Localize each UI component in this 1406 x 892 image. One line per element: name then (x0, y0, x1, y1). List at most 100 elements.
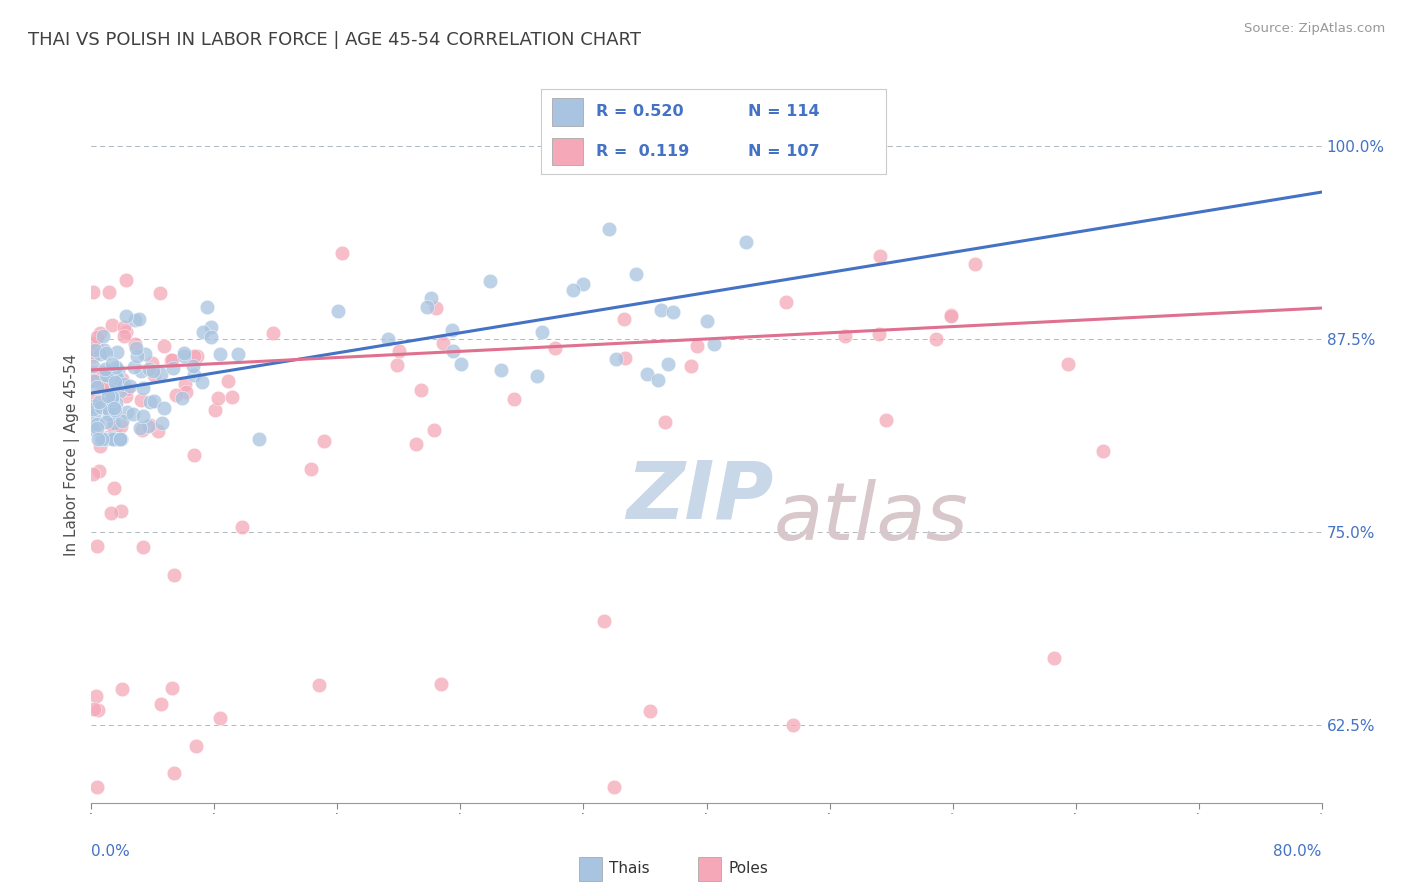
Point (101, 357, 124, 371)
Point (98, 364, 121, 378)
Point (112, 329, 135, 343)
Point (231, 519, 253, 533)
Point (662, 305, 685, 319)
Point (425, 301, 447, 315)
Text: N = 114: N = 114 (748, 104, 820, 120)
Point (191, 325, 214, 339)
Point (138, 361, 160, 376)
Point (134, 347, 156, 361)
Point (94, 433, 117, 447)
Point (432, 336, 454, 351)
Point (94, 368, 117, 382)
Point (97, 365, 120, 379)
Point (162, 681, 184, 695)
Point (86, 421, 108, 435)
Point (200, 330, 222, 344)
Point (782, 718, 804, 732)
Point (104, 420, 127, 434)
Point (108, 433, 131, 447)
Point (153, 401, 176, 416)
Point (172, 391, 194, 405)
Point (97, 430, 120, 444)
Point (115, 382, 138, 396)
Point (112, 377, 135, 392)
Point (143, 393, 166, 408)
Point (160, 353, 183, 368)
Point (141, 356, 163, 370)
Point (87, 395, 110, 409)
Point (183, 349, 205, 363)
Point (388, 344, 411, 359)
Point (124, 337, 146, 351)
Point (93, 433, 115, 447)
Point (703, 337, 725, 351)
Point (209, 346, 232, 360)
Point (430, 677, 453, 691)
Point (101, 393, 124, 408)
Point (83, 374, 105, 388)
Point (162, 361, 184, 376)
Point (100, 506, 122, 520)
Point (83, 365, 105, 379)
Point (939, 309, 962, 323)
Point (112, 320, 135, 334)
Point (90, 398, 112, 412)
Point (195, 300, 218, 314)
Point (101, 433, 124, 447)
Point (82, 467, 104, 481)
Point (1092, 443, 1115, 458)
Point (191, 375, 214, 389)
Point (108, 433, 131, 447)
Point (598, 221, 620, 235)
Point (150, 367, 173, 381)
Point (735, 235, 758, 249)
Point (93, 329, 115, 343)
Bar (697, 857, 721, 880)
Point (638, 704, 661, 718)
Point (450, 357, 472, 371)
Point (593, 615, 616, 629)
Point (115, 388, 138, 402)
Point (82, 402, 104, 417)
Point (217, 374, 239, 388)
Point (110, 418, 132, 433)
Point (82, 285, 104, 300)
Point (603, 780, 626, 795)
Point (87, 464, 110, 478)
Point (104, 375, 127, 389)
Bar (551, 137, 582, 165)
Point (101, 431, 124, 445)
Point (183, 368, 205, 383)
Point (146, 424, 169, 438)
Point (138, 394, 160, 409)
Point (654, 415, 676, 429)
Point (111, 414, 134, 428)
Point (131, 423, 153, 437)
Point (90, 432, 112, 446)
Point (124, 341, 146, 355)
Point (115, 309, 138, 323)
Point (101, 418, 124, 433)
Point (86, 417, 108, 431)
Y-axis label: In Labor Force | Age 45-54: In Labor Force | Age 45-54 (65, 354, 80, 556)
Point (247, 433, 270, 447)
Point (108, 384, 131, 399)
Point (142, 364, 165, 378)
Point (96, 346, 118, 360)
Point (221, 390, 243, 404)
Point (91, 365, 114, 379)
Text: atlas: atlas (775, 478, 969, 557)
Point (83, 408, 105, 422)
Point (104, 368, 127, 383)
Point (614, 351, 637, 366)
Point (107, 376, 129, 390)
Point (149, 698, 172, 712)
Point (184, 739, 207, 753)
Point (82, 336, 104, 351)
Point (186, 349, 208, 363)
Point (122, 360, 145, 375)
Point (262, 326, 284, 340)
Point (89, 373, 111, 387)
Point (98, 394, 121, 409)
Point (226, 347, 249, 361)
